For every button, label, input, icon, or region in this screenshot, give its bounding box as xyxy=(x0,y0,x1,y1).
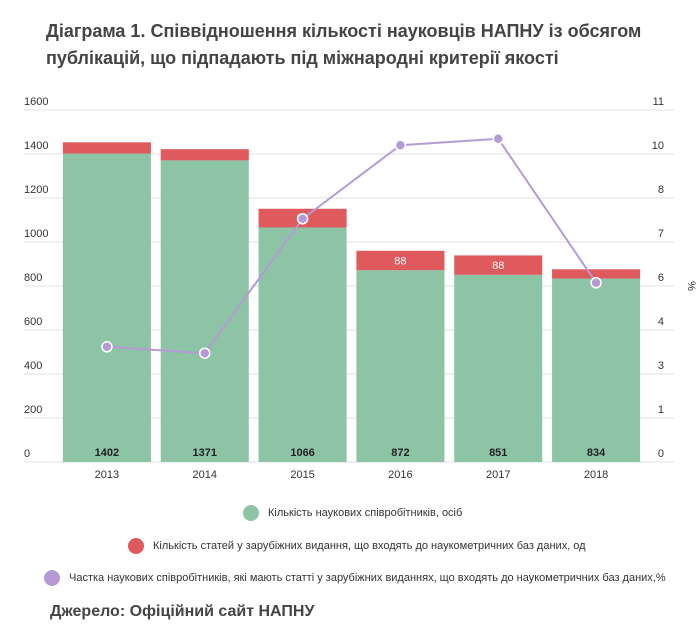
y2-tick-label: 11 xyxy=(653,96,664,108)
bar-staff xyxy=(454,274,543,462)
bar-articles xyxy=(356,250,445,271)
y-tick-label: 800 xyxy=(24,272,42,284)
share-line xyxy=(106,137,597,355)
bar-staff xyxy=(356,270,445,462)
bar-staff-label: 834 xyxy=(587,447,606,459)
y2-tick-label: 1 xyxy=(658,404,664,416)
legend-item-share: Частка наукових співробітників, які мают… xyxy=(44,570,666,586)
share-point xyxy=(101,341,113,353)
share-point xyxy=(394,139,407,151)
chart-title: Діаграма 1. Співвідношення кількості нау… xyxy=(46,21,642,68)
y2-axis-label: % xyxy=(685,281,697,291)
x-tick-label: 2016 xyxy=(388,469,412,481)
y2-tick-label: 0 xyxy=(658,448,664,460)
bar-articles xyxy=(62,142,151,154)
y-tick-label: 400 xyxy=(24,360,42,372)
bar-staff xyxy=(258,227,347,462)
share-point xyxy=(492,133,504,145)
bar-articles-label: 88 xyxy=(492,260,504,272)
x-tick-label: 2018 xyxy=(584,469,608,481)
y2-tick-label: 10 xyxy=(652,140,664,152)
bar-articles xyxy=(160,149,249,161)
y2-tick-label: 7 xyxy=(658,228,664,240)
x-tick-label: 2017 xyxy=(486,469,510,481)
bar-articles-label: 88 xyxy=(394,255,406,267)
legend-label-share: Частка наукових співробітників, які мают… xyxy=(69,572,666,584)
legend-label-staff: Кількість наукових співробітників, осіб xyxy=(268,507,463,519)
y2-tick-label: 8 xyxy=(658,184,664,196)
legend-swatch-share xyxy=(44,570,60,586)
bar-staff-label: 851 xyxy=(489,447,507,459)
legend-item-staff: Кількість наукових співробітників, осіб xyxy=(243,505,462,521)
y2-tick-label: 3 xyxy=(658,360,664,372)
y-tick-label: 600 xyxy=(24,316,42,328)
y-tick-label: 1000 xyxy=(24,228,48,240)
bar-staff-label: 1402 xyxy=(95,447,119,459)
y-tick-label: 0 xyxy=(24,448,30,460)
bar-staff xyxy=(552,278,641,462)
bar-articles xyxy=(454,255,543,275)
y2-tick-label: 4 xyxy=(658,316,664,328)
y-tick-label: 1600 xyxy=(24,96,48,108)
share-point xyxy=(590,277,602,289)
source-note: Джерело: Офіційний сайт НАПНУ xyxy=(50,603,315,620)
legend-swatch-articles xyxy=(128,538,144,554)
bar-staff-label: 1066 xyxy=(290,447,314,459)
chart-area: 0 200 400 600 800 1000 1200 1400 1600 0 1 3 4 6 7 8 10 11… xyxy=(24,96,697,481)
legend-label-articles: Кількість статей у зарубіжних видання, щ… xyxy=(153,540,586,552)
legend-item-articles: Кількість статей у зарубіжних видання, щ… xyxy=(128,538,586,554)
x-tick-label: 2014 xyxy=(193,469,217,481)
bar-staff-label: 1371 xyxy=(193,447,217,459)
x-tick-label: 2013 xyxy=(95,469,119,481)
share-point xyxy=(199,347,211,359)
bar-staff xyxy=(62,153,151,462)
bar-articles xyxy=(552,269,641,279)
y-tick-label: 1400 xyxy=(24,140,48,152)
bar-staff-label: 872 xyxy=(391,447,409,459)
y-tick-label: 200 xyxy=(24,404,42,416)
y2-tick-label: 6 xyxy=(658,272,664,284)
y-tick-label: 1200 xyxy=(24,184,48,196)
legend-swatch-staff xyxy=(243,505,259,521)
share-point xyxy=(296,213,309,225)
x-tick-label: 2015 xyxy=(290,469,314,481)
